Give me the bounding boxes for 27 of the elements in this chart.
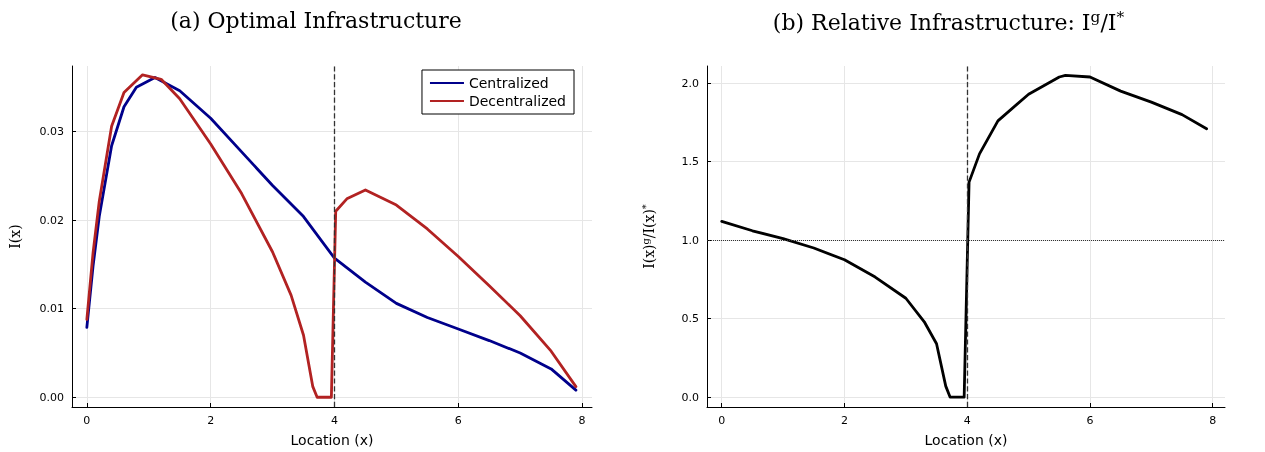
legend-label: Centralized: [468, 75, 549, 91]
y-tick-label: 0.03: [39, 125, 64, 139]
legend-label: Decentralized: [468, 93, 566, 109]
y-tick-label: 0.5: [681, 312, 699, 326]
x-tick-label: 6: [1086, 414, 1094, 427]
line-series: [720, 74, 1208, 399]
y-tick-label: 0.01: [39, 302, 64, 316]
x-tick-label: 2: [840, 414, 848, 427]
y-axis-title: I(x): [7, 224, 23, 249]
y-tick-label: 0.0: [681, 390, 699, 404]
x-tick-label: 6: [454, 414, 462, 427]
y-tick-label: 0.00: [39, 390, 64, 404]
y-tick-label: 0.02: [39, 213, 64, 227]
y-tick-label: 1.0: [681, 233, 699, 247]
x-tick-label: 8: [578, 414, 586, 427]
x-tick-label: 0: [718, 414, 726, 427]
x-tick-label: 2: [207, 414, 215, 427]
x-tick-label: 8: [1209, 414, 1217, 427]
y-tick-label: 1.5: [681, 155, 699, 169]
x-tick-label: 4: [963, 414, 971, 427]
chart-title: (a) Optimal Infrastructure: [170, 7, 462, 33]
x-axis-title: Location (x): [924, 432, 1008, 448]
x-tick-label: 0: [83, 414, 91, 427]
x-tick-label: 4: [330, 414, 338, 427]
x-axis-title: Location (x): [290, 432, 374, 448]
y-tick-label: 2.0: [681, 76, 699, 90]
y-axis-title: I(x)g/I(x)*: [639, 204, 657, 269]
